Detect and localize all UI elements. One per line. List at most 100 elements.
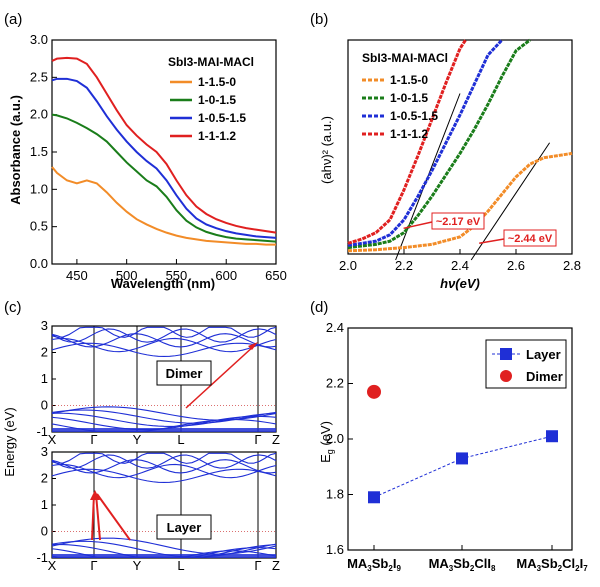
panel-b: (b) 2.0 2.2 2.4 2.6 2.8 hν(eV) (ahν)² (a.u.)… xyxy=(310,11,581,291)
panel-b-series-line xyxy=(347,38,531,250)
panel-d-xtick-label: MA3Sb2I9 xyxy=(347,556,401,573)
panel-b-annotation-label: ~2.17 eV xyxy=(436,216,481,228)
panel-c-conduction-band xyxy=(51,342,277,358)
panel-d-legend-swatch xyxy=(500,370,512,382)
panel-d-layer-point xyxy=(368,491,380,504)
panel-b-series-line xyxy=(347,38,504,247)
panel-c-dense-bands xyxy=(52,554,276,558)
panel-b-legend-entry: 1-0-1.5 xyxy=(390,91,428,105)
panel-b-xtick-label: 2.2 xyxy=(395,258,413,273)
panel-c-arrowhead xyxy=(90,490,100,500)
panel-d-legend: Layer Dimer xyxy=(485,339,567,389)
panel-b-xlabel: hν(eV) xyxy=(440,276,480,291)
panel-d-legend-swatch xyxy=(500,348,512,360)
panel-c-kpoint-label: X xyxy=(48,432,57,447)
panel-a-ytick-label: 1.5 xyxy=(30,144,48,159)
panel-b-legend-title: SbI3-MAI-MACl xyxy=(362,51,448,65)
panel-c-ylabel: Energy (eV) xyxy=(2,407,17,476)
panel-b-series-line xyxy=(347,151,573,253)
panel-a-legend: SbI3-MAI-MACl 1-1.5-0 1-0-1.5 1-0.5-1.5 1-1… xyxy=(168,55,254,143)
panel-c-label: (c) xyxy=(4,299,22,316)
panel-c-kpoint-label: Z xyxy=(272,558,280,573)
panel-a-series-line xyxy=(51,166,276,246)
panel-c-transition-arrow xyxy=(95,493,101,541)
panel-d-dimer-point xyxy=(367,384,381,399)
panel-c-conduction-band xyxy=(51,452,277,464)
panel-d-ytick-label: 2.4 xyxy=(326,320,344,335)
panel-a-legend-entry: 1-0.5-1.5 xyxy=(198,111,246,125)
panel-a-xtick-label: 500 xyxy=(116,268,138,283)
panel-b-legend-entry: 1-1.5-0 xyxy=(390,73,428,87)
panel-a-xtick-label: 450 xyxy=(66,268,88,283)
panel-b-annotation-box xyxy=(503,229,557,247)
layer-label: Layer xyxy=(167,520,202,535)
panel-c-ytick-label: 3 xyxy=(41,318,48,333)
panel-c-kpoint-label: L xyxy=(177,432,184,447)
panel-c-conduction-band xyxy=(51,333,277,348)
panel-c-kpoint-label: L xyxy=(177,558,184,573)
panel-c-valence-band xyxy=(51,409,277,424)
panel-a-label: (a) xyxy=(4,11,22,28)
panel-b-xtick-label: 2.4 xyxy=(451,258,469,273)
panel-a-ytick-label: 2.0 xyxy=(30,107,48,122)
panel-a-series-line xyxy=(51,77,277,239)
panel-a-legend-entry: 1-1-1.2 xyxy=(198,129,236,143)
panel-d-legend-entry: Dimer xyxy=(526,369,563,384)
panel-a-legend-entry: 1-0-1.5 xyxy=(198,93,236,107)
panel-c-transition-arrow xyxy=(91,493,95,541)
panel-a-xlabel: Wavelength (nm) xyxy=(111,276,215,291)
panel-c-conduction-band xyxy=(51,454,277,469)
panel-a-ytick-label: 3.0 xyxy=(30,32,48,47)
panel-b-xtick-label: 2.8 xyxy=(563,258,581,273)
panel-c-ytick-label: 0 xyxy=(41,524,48,539)
panel-a-ytick-label: 1.0 xyxy=(30,181,48,196)
panel-c-kpoint-label: Y xyxy=(133,558,142,573)
panel-b-legend: SbI3-MAI-MACl 1-1.5-0 1-0-1.5 1-0.5-1.5 1-1… xyxy=(362,51,448,141)
panel-c-frame xyxy=(51,451,277,559)
panel-c-kpoint-label: Γ xyxy=(254,558,261,573)
panel-b-label: (b) xyxy=(310,11,328,28)
panel-c-conduction-band xyxy=(51,328,277,343)
panel-d-label: (d) xyxy=(310,299,328,316)
panel-d: (d) 1.6 1.8 2.0 2.2 2.4 MA3Sb2I9 MA3Sb2ClI8 MA3… xyxy=(310,299,588,573)
panel-c-kpoint-label: Γ xyxy=(90,432,97,447)
panel-d-layer-point xyxy=(456,452,468,465)
panel-b-annotation-arrow xyxy=(479,238,505,245)
panel-c-ytick-label: -1 xyxy=(36,424,48,439)
panel-c-kpoint-label: Γ xyxy=(90,558,97,573)
panel-c-conduction-band xyxy=(51,463,277,479)
panel-c-kpoint-label: Z xyxy=(272,432,280,447)
panel-c-kpoint-label: Γ xyxy=(254,432,261,447)
dimer-label-box xyxy=(156,360,212,386)
panel-c-ytick-label: 3 xyxy=(41,444,48,459)
panel-c-conduction-band xyxy=(51,337,277,353)
panel-c-valence-band xyxy=(51,537,277,555)
panel-c-ytick-label: 1 xyxy=(41,371,48,386)
panel-c-conduction-band xyxy=(51,459,277,474)
panel-b-legend-entry: 1-0.5-1.5 xyxy=(390,109,438,123)
panel-a-plot-area: 450 500 550 600 650 0.0 0.5 1.0 1.5 2.0 2.5 3.0 xyxy=(30,32,287,283)
panel-a-ytick-label: 0.5 xyxy=(30,219,48,234)
panel-b-series-line xyxy=(347,39,467,245)
panel-d-plot-area: 1.6 1.8 2.0 2.2 2.4 MA3Sb2I9 MA3Sb2ClI8 MA3Sb2C… xyxy=(326,320,588,573)
panel-d-xtick-label: MA3Sb2Cl2I7 xyxy=(516,556,588,573)
panel-b-annotation-arrow xyxy=(403,221,433,230)
panel-b-legend-entry: 1-1-1.2 xyxy=(390,127,428,141)
panel-b-xtick-label: 2.6 xyxy=(507,258,525,273)
panel-d-legend-box xyxy=(485,339,567,389)
panel-d-legend-entry: Layer xyxy=(526,347,561,362)
panel-a-ytick-label: 0.0 xyxy=(30,256,48,271)
panel-a-xtick-label: 550 xyxy=(166,268,188,283)
panel-c-ytick-label: 2 xyxy=(41,471,48,486)
panel-a-legend-entry: 1-1.5-0 xyxy=(198,75,236,89)
panel-d-ytick-label: 2.2 xyxy=(326,376,344,391)
panel-c-transition-arrow xyxy=(185,344,256,409)
dimer-label: Dimer xyxy=(166,366,203,381)
panel-b-annotation-label: ~2.44 eV xyxy=(508,233,553,245)
panel-a-frame xyxy=(51,39,277,265)
panel-a-xtick-label: 600 xyxy=(215,268,237,283)
panel-c-conduction-band xyxy=(51,468,277,484)
panel-c-kpoint-label: Y xyxy=(133,432,142,447)
panel-a-series-line xyxy=(51,113,277,243)
